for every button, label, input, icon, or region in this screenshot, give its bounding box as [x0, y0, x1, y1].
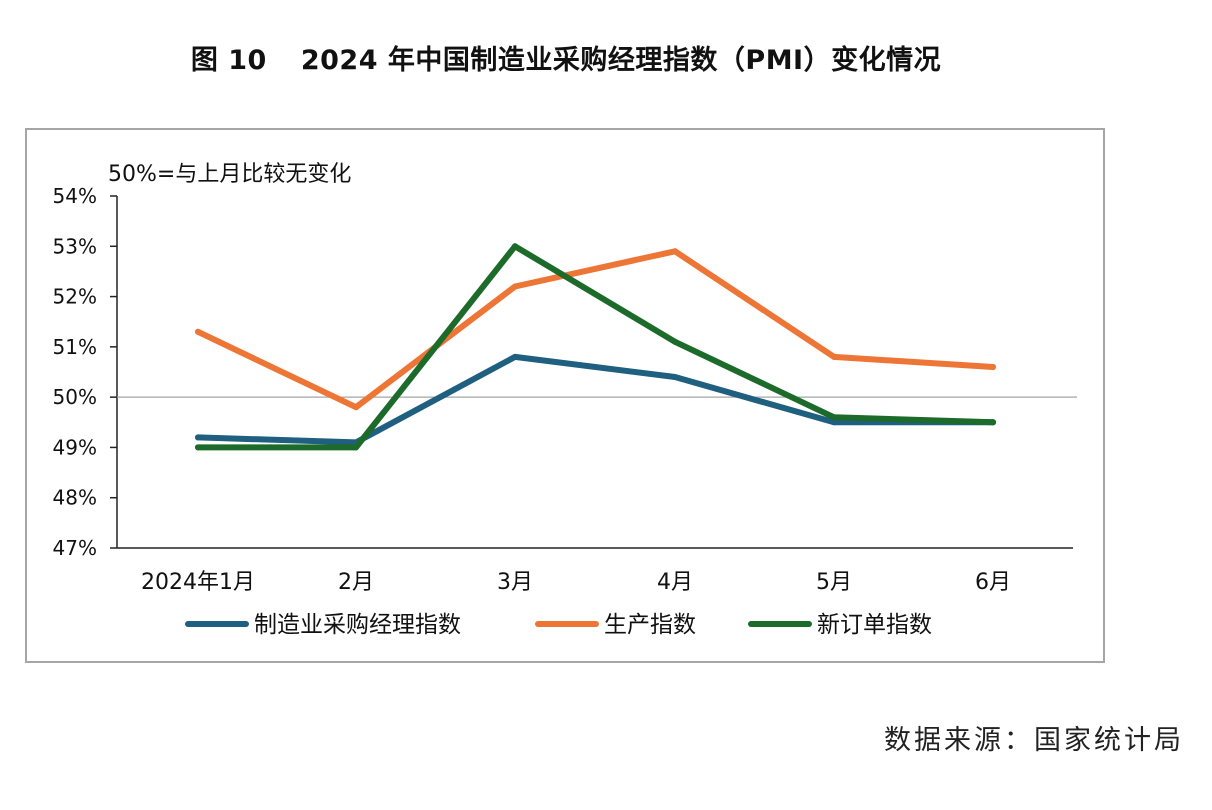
legend-label: 生产指数 [604, 612, 696, 638]
x-tick-label: 6月 [975, 570, 1011, 595]
data-point [353, 444, 359, 451]
chart-frame [25, 128, 1105, 663]
legend-item: 生产指数 [535, 612, 696, 638]
data-point [672, 338, 678, 345]
data-point [672, 248, 678, 255]
series-1 [195, 353, 996, 446]
x-tick-label: 5月 [816, 570, 852, 595]
legend-item: 制造业采购经理指数 [185, 612, 461, 638]
legend-label: 制造业采购经理指数 [254, 612, 461, 638]
data-point [990, 364, 996, 370]
legend: 制造业采购经理指数 生产指数 新订单指数 [185, 612, 932, 638]
series-group [195, 243, 996, 451]
y-tick-label: 51% [53, 335, 97, 359]
y-tick-label: 54% [53, 184, 97, 208]
data-point [672, 374, 678, 380]
data-point [512, 353, 518, 360]
x-axis: 2024年1月 2月 3月 4月 5月 6月 [117, 547, 1073, 595]
y-tick-label: 49% [53, 435, 97, 459]
data-point [195, 328, 201, 335]
x-tick-label: 4月 [657, 570, 693, 595]
x-tick-label: 2024年1月 [141, 570, 255, 595]
figure-title: 图 10 2024 年中国制造业采购经理指数（PMI）变化情况 [0, 38, 1132, 77]
data-point [990, 419, 996, 426]
y-tick-label: 48% [53, 486, 97, 510]
y-axis: 47% 48% 49% 50% 51% 52% 53% 54% [53, 184, 118, 560]
figure-title-text: 2024 年中国制造业采购经理指数（PMI）变化情况 [300, 45, 942, 76]
series-3 [195, 243, 996, 451]
y-tick-label: 50% [53, 385, 97, 409]
series-line [195, 353, 996, 446]
data-point [831, 419, 837, 426]
figure-number: 图 10 [190, 45, 267, 76]
data-source: 数据来源：国家统计局 [884, 725, 1184, 756]
legend-item: 新订单指数 [748, 612, 932, 638]
x-tick-label: 3月 [497, 570, 533, 595]
series-2 [195, 248, 996, 411]
legend-label: 新订单指数 [817, 612, 932, 638]
y-tick-label: 52% [53, 285, 97, 309]
data-point [831, 414, 837, 421]
data-point [195, 444, 201, 451]
series-line [195, 243, 996, 451]
y-tick-label: 53% [53, 234, 97, 258]
data-point [195, 434, 201, 441]
data-point [512, 283, 518, 290]
data-point [512, 243, 518, 250]
chart-annotation: 50%=与上月比较无变化 [108, 162, 351, 187]
y-tick-label: 47% [53, 536, 97, 560]
x-tick-label: 2月 [338, 570, 374, 595]
data-point [353, 404, 359, 411]
series-line [195, 248, 996, 411]
data-point [831, 353, 837, 360]
